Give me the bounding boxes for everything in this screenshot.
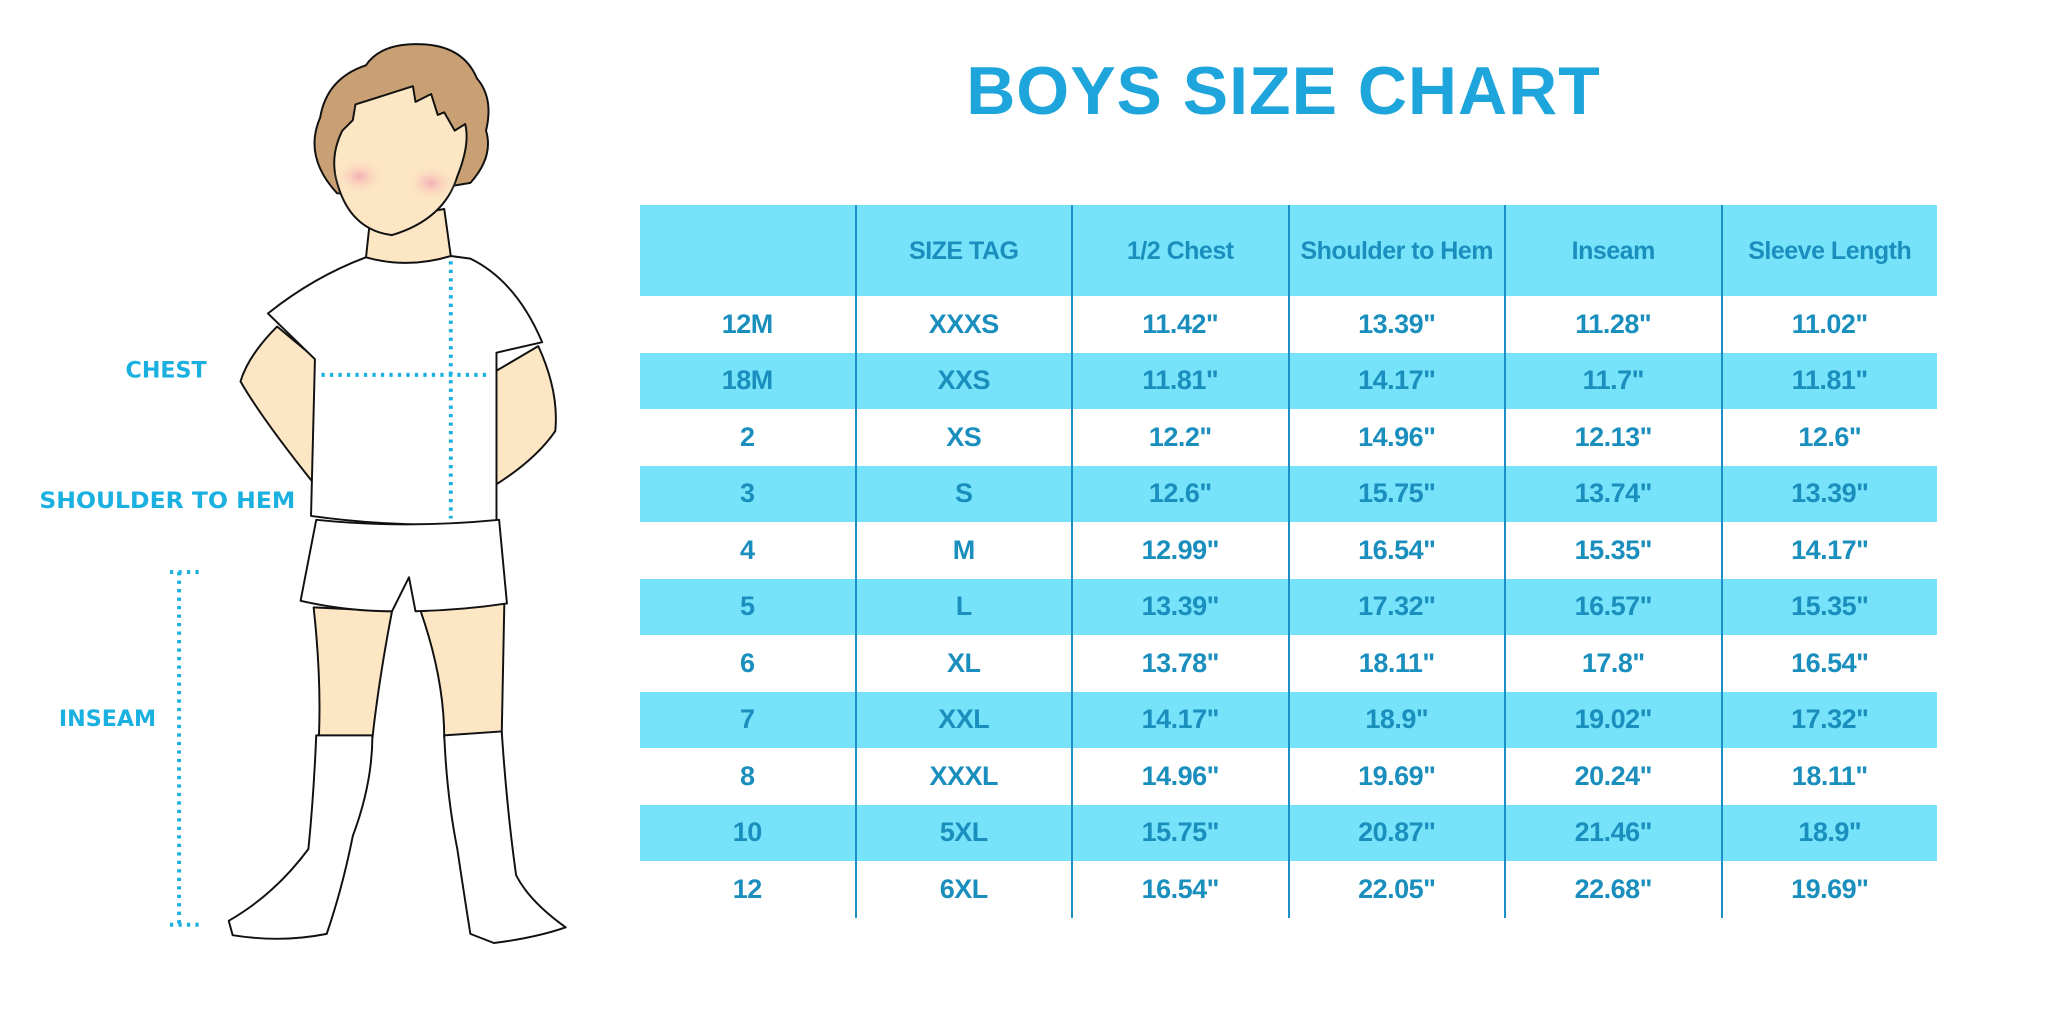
cell-size-tag: L — [854, 578, 1072, 635]
cell-size: 12 — [732, 873, 763, 904]
cell-size-tag: 5XL — [854, 804, 1072, 861]
table-row: 12M XXXS 11.42" 13.39" 11.28" 11.02" — [640, 296, 1937, 353]
cell-size-tag: XXL — [854, 691, 1072, 748]
table-row: 3 S 12.6" 15.75" 13.74" 13.39" — [640, 465, 1937, 522]
cell-size-tag: XXXS — [854, 296, 1072, 353]
cell-shoulder-to-hem: 13.39" — [1287, 296, 1505, 353]
cell-size-tag: M — [854, 522, 1072, 579]
table-row: 5 L 13.39" 17.32" 16.57" 15.35" — [640, 578, 1937, 635]
cell-sleeve-length: 11.02" — [1720, 296, 1937, 353]
cell-inseam: 16.57" — [1504, 578, 1722, 635]
header-inseam: Inseam — [1504, 205, 1722, 296]
table-row: 6 XL 13.78" 18.11" 17.8" 16.54" — [640, 635, 1937, 692]
right-arm — [492, 345, 557, 487]
cell-size: 5 — [640, 578, 856, 635]
cell-sleeve-length: 15.35" — [1720, 578, 1937, 635]
cell-inseam: 11.7" — [1504, 352, 1722, 409]
cell-shoulder-to-hem: 17.32" — [1287, 578, 1505, 635]
left-leg — [312, 606, 393, 739]
table-row: 12 6XL 16.54" 22.05" 22.68" 19.69" — [640, 861, 1937, 918]
cell-shoulder-to-hem: 20.87" — [1287, 804, 1505, 861]
cell-size: 10 — [640, 804, 856, 861]
cell-sleeve-length: 16.54" — [1720, 635, 1937, 692]
cell-inseam: 15.35" — [1504, 522, 1722, 579]
cell-size: 18M — [640, 352, 856, 409]
table-row: 18M XXS 11.81" 14.17" 11.7" 11.81" — [640, 352, 1937, 409]
cell-size-tag: XS — [854, 409, 1072, 466]
cell-inseam: 21.46" — [1504, 804, 1722, 861]
cell-inseam: 19.02" — [1504, 691, 1722, 748]
table-row: 2 XS 12.2" 14.96" 12.13" 12.6" — [640, 409, 1937, 466]
cell-size: 4 — [739, 534, 755, 565]
cell-inseam: 13.74" — [1504, 465, 1722, 522]
cell-half-chest: 11.42" — [1071, 296, 1289, 353]
cell-shoulder-to-hem: 18.11" — [1287, 635, 1505, 692]
page-title: BOYS SIZE CHART — [966, 53, 1601, 129]
cell-inseam: 20.24" — [1504, 748, 1722, 805]
cell-shoulder-to-hem: 18.9" — [1287, 691, 1505, 748]
cell-half-chest: 14.96" — [1071, 748, 1289, 805]
header-half-chest: 1/2 Chest — [1071, 205, 1289, 296]
cell-half-chest: 12.6" — [1071, 465, 1289, 522]
cell-sleeve-length: 18.9" — [1720, 804, 1937, 861]
right-sock — [443, 730, 567, 944]
cell-shoulder-to-hem: 15.75" — [1287, 465, 1505, 522]
table-row: 10 5XL 15.75" 20.87" 21.46" 18.9" — [640, 804, 1937, 861]
cell-sleeve-length: 18.11" — [1720, 748, 1937, 805]
table-row: 7 XXL 14.17" 18.9" 19.02" 17.32" — [640, 691, 1937, 748]
size-chart-table: SIZE TAG 1/2 Chest Shoulder to Hem Insea… — [640, 205, 1937, 918]
cell-size-tag: 6XL — [854, 861, 1072, 918]
cell-half-chest: 12.99" — [1071, 522, 1289, 579]
cell-size-tag: XXS — [854, 352, 1072, 409]
cell-inseam: 22.68" — [1504, 861, 1722, 918]
shorts — [299, 518, 508, 613]
header-sleeve-length: Sleeve Length — [1720, 205, 1937, 296]
cell-sleeve-length: 19.69" — [1720, 861, 1937, 918]
cell-sleeve-length: 13.39" — [1720, 465, 1937, 522]
cell-sleeve-length: 11.81" — [1720, 352, 1937, 409]
cell-sleeve-length: 14.17" — [1720, 522, 1937, 579]
header-size — [640, 205, 856, 296]
left-arm — [239, 325, 318, 485]
cell-sleeve-length: 17.32" — [1720, 691, 1937, 748]
cell-size: 6 — [739, 647, 755, 678]
cell-size: 7 — [640, 691, 856, 748]
header-size-tag: SIZE TAG — [854, 205, 1072, 296]
cell-inseam: 11.28" — [1504, 296, 1722, 353]
cell-half-chest: 11.81" — [1071, 352, 1289, 409]
cell-half-chest: 12.2" — [1071, 409, 1289, 466]
cell-half-chest: 14.17" — [1071, 691, 1289, 748]
cell-inseam: 17.8" — [1504, 635, 1722, 692]
cell-size-tag: S — [854, 465, 1072, 522]
boy-measurement-figure: CHEST SHOULDER TO HEM INSEAM — [39, 43, 567, 944]
header-shoulder-to-hem: Shoulder to Hem — [1287, 205, 1505, 296]
cell-shoulder-to-hem: 22.05" — [1287, 861, 1505, 918]
cell-shoulder-to-hem: 14.17" — [1287, 352, 1505, 409]
cell-half-chest: 13.78" — [1071, 635, 1289, 692]
cell-shoulder-to-hem: 19.69" — [1287, 748, 1505, 805]
right-leg — [419, 602, 506, 739]
left-sock — [227, 734, 374, 940]
cell-size: 12M — [721, 308, 774, 339]
cell-size: 8 — [739, 760, 755, 791]
chest-label: CHEST — [126, 357, 208, 383]
cell-shoulder-to-hem: 16.54" — [1287, 522, 1505, 579]
cell-size: 2 — [739, 421, 755, 452]
shoulder-to-hem-label: SHOULDER TO HEM — [39, 488, 295, 514]
table-row: 4 M 12.99" 16.54" 15.35" 14.17" — [640, 522, 1937, 579]
cell-half-chest: 13.39" — [1071, 578, 1289, 635]
table-row: 8 XXXL 14.96" 19.69" 20.24" 18.11" — [640, 748, 1937, 805]
table-header-row: SIZE TAG 1/2 Chest Shoulder to Hem Insea… — [640, 205, 1937, 296]
cell-size-tag: XXXL — [854, 748, 1072, 805]
cell-size-tag: XL — [854, 635, 1072, 692]
cell-half-chest: 15.75" — [1071, 804, 1289, 861]
cell-half-chest: 16.54" — [1071, 861, 1289, 918]
cell-inseam: 12.13" — [1504, 409, 1722, 466]
cell-shoulder-to-hem: 14.96" — [1287, 409, 1505, 466]
cell-size: 3 — [640, 465, 856, 522]
inseam-label: INSEAM — [59, 706, 156, 732]
cell-sleeve-length: 12.6" — [1720, 409, 1937, 466]
